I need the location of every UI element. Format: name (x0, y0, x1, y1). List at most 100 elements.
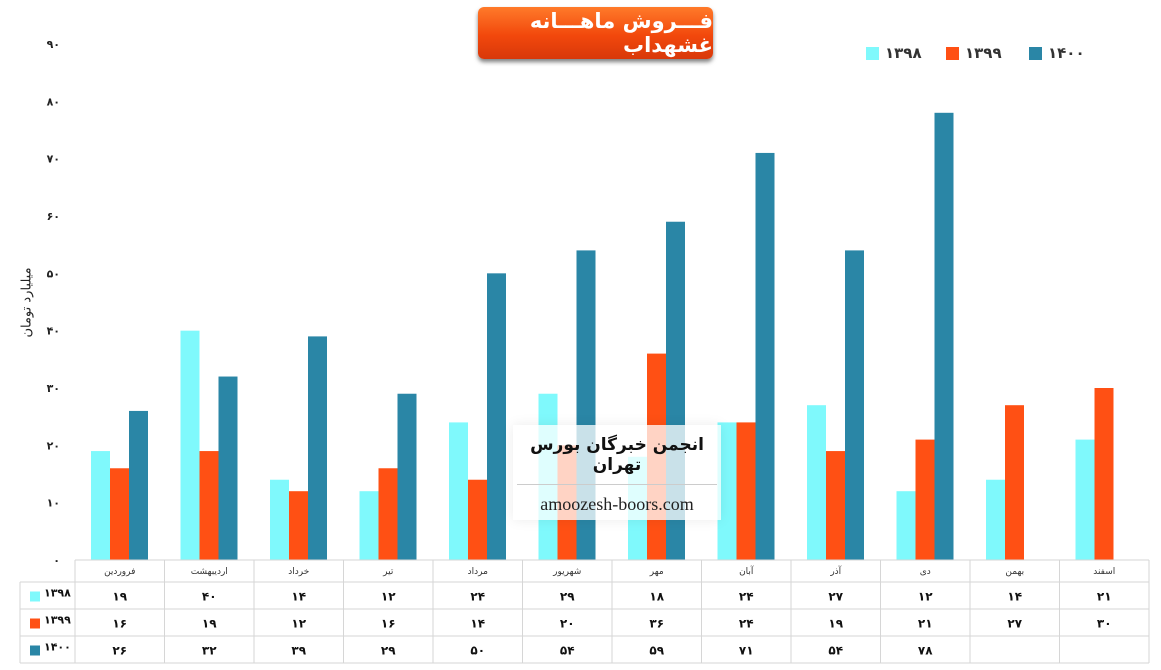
bar-1399 (110, 468, 129, 560)
table-cell-value: ۵۹ (649, 644, 664, 658)
bar-1399 (736, 422, 756, 560)
bar-1399 (468, 479, 487, 560)
legend-item-1400: ۱۴۰۰ (1029, 44, 1085, 62)
y-tick-label: ۲۰ (47, 439, 60, 452)
y-tick-label: ۴۰ (47, 325, 60, 338)
y-tick-label: ۷۰ (47, 153, 60, 166)
bar-1399 (1094, 388, 1114, 560)
table-cell-value: ۱۴ (291, 590, 306, 604)
table-cell-value: ۳۶ (649, 617, 664, 631)
bar-1400 (934, 112, 954, 561)
bar-1398 (449, 422, 468, 560)
x-tick-label: آذر (829, 565, 841, 577)
table-cell-value: ۵۰ (470, 644, 485, 658)
bar-1400 (397, 393, 417, 560)
x-tick-label: بهمن (1005, 567, 1024, 577)
bar-1399 (378, 468, 398, 560)
bar-1400 (129, 410, 148, 560)
table-cell-value: ۷۸ (918, 644, 933, 658)
table-cell-value: ۱۴ (470, 617, 485, 631)
table-cell-value: ۲۶ (112, 644, 127, 658)
bar-1399 (199, 451, 219, 560)
table-cell-value: ۷۱ (739, 644, 754, 658)
bar-1400 (755, 152, 775, 560)
table-series-label: ۱۳۹۸ (44, 587, 71, 600)
bar-1398 (896, 491, 916, 560)
legend-label: ۱۳۹۸ (885, 44, 922, 62)
table-legend-swatch (30, 645, 40, 656)
bar-1399 (289, 491, 308, 560)
table-cell-value: ۱۹ (828, 617, 843, 631)
table-cell-value: ۲۷ (828, 590, 843, 604)
table-cell-value: ۱۶ (381, 617, 396, 631)
bar-1399 (1005, 405, 1024, 560)
table-cell-value: ۲۹ (560, 590, 575, 604)
x-tick-label: آبان (739, 565, 754, 577)
watermark-divider (517, 484, 717, 485)
watermark: انجمن خبرگان بورس تهران amoozesh-boors.c… (513, 425, 721, 520)
table-legend-swatch (30, 618, 40, 629)
table-cell-value: ۳۰ (1097, 617, 1112, 631)
table-cell-value: ۲۷ (1007, 617, 1022, 631)
bar-1400 (308, 336, 327, 560)
x-tick-label: دی (920, 567, 931, 577)
table-cell-value: ۲۰ (560, 617, 575, 631)
bar-1400 (845, 250, 864, 560)
bar-1398 (1075, 439, 1095, 560)
bar-1398 (270, 479, 289, 560)
legend-item-1398: ۱۳۹۸ (866, 44, 922, 62)
x-tick-label: مرداد (468, 567, 488, 577)
bar-1398 (717, 422, 737, 560)
bar-1398 (91, 451, 110, 560)
table-cell-value: ۲۱ (918, 617, 933, 631)
table-cell-value: ۲۴ (739, 590, 754, 604)
watermark-title: انجمن خبرگان بورس تهران (530, 435, 704, 475)
x-tick-label: اردیبهشت (191, 567, 228, 577)
bar-1398 (807, 405, 826, 560)
legend-label: ۱۳۹۹ (965, 44, 1002, 62)
bar-1400 (218, 376, 238, 560)
table-series-label: ۱۳۹۹ (44, 614, 71, 627)
x-tick-label: خرداد (288, 567, 309, 577)
table-cell-value: ۵۴ (828, 644, 843, 658)
table-cell-value: ۱۲ (381, 590, 396, 604)
y-tick-label: ۵۰ (47, 267, 60, 280)
chart-title: فـــروش ماهـــانه غشهداب (478, 7, 713, 59)
table-cell-value: ۱۲ (291, 617, 306, 631)
table-cell-value: ۴۰ (202, 590, 217, 604)
bar-1398 (986, 479, 1005, 560)
y-axis-label: میلیارد تومان (19, 267, 35, 338)
table-cell-value: ۲۱ (1097, 590, 1112, 604)
legend-swatch (1029, 46, 1042, 60)
table-cell-value: ۱۴ (1007, 590, 1022, 604)
watermark-url: amoozesh-boors.com (540, 494, 694, 514)
x-tick-label: تیر (382, 567, 394, 577)
table-cell-value: ۲۴ (470, 590, 485, 604)
x-tick-label: شهریور (552, 567, 581, 577)
table-cell-value: ۵۴ (560, 644, 575, 658)
bar-1399 (915, 439, 935, 560)
table-cell-value: ۲۴ (739, 617, 754, 631)
x-tick-label: مهر (649, 567, 664, 577)
table-series-label: ۱۴۰۰ (44, 641, 71, 654)
table-cell-value: ۱۲ (918, 590, 933, 604)
table-cell-value: ۳۲ (202, 644, 217, 658)
legend-label: ۱۴۰۰ (1048, 44, 1085, 62)
legend-swatch (866, 46, 879, 60)
bar-1398 (180, 330, 200, 560)
y-tick-label: ۳۰ (47, 382, 60, 395)
bar-1398 (359, 491, 379, 560)
bar-1400 (487, 273, 506, 560)
table-cell-value: ۱۹ (112, 590, 127, 604)
x-tick-label: فروردین (104, 567, 135, 577)
table-cell-value: ۱۹ (202, 617, 217, 631)
table-cell-value: ۲۹ (381, 644, 396, 658)
x-tick-label: اسفند (1093, 567, 1115, 577)
y-tick-label: ۹۰ (47, 38, 60, 51)
y-tick-label: ۰ (53, 554, 60, 567)
table-cell-value: ۱۶ (112, 617, 127, 631)
table-legend-swatch (30, 591, 40, 602)
legend-item-1399: ۱۳۹۹ (946, 44, 1002, 62)
legend-swatch (946, 46, 959, 60)
